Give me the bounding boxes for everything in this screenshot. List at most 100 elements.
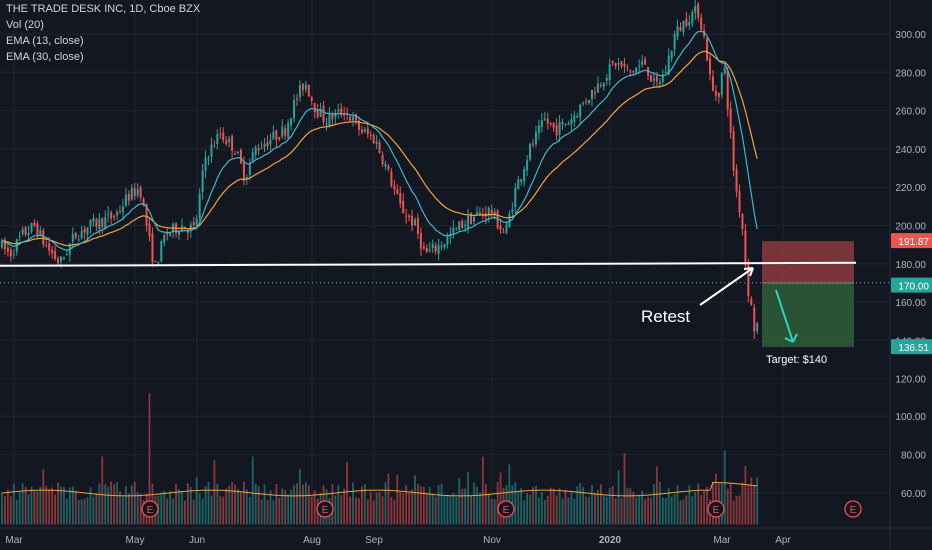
candle-body <box>27 233 30 236</box>
volume-bar <box>54 494 56 525</box>
volume-bar <box>225 488 228 525</box>
candle-body <box>281 126 284 137</box>
candle-body <box>511 209 514 212</box>
volume-bar <box>113 484 115 525</box>
volume-bar <box>204 486 207 525</box>
volume-bar <box>7 489 9 525</box>
candle-body <box>691 12 694 24</box>
volume-bar <box>644 499 646 525</box>
candle-body <box>540 120 543 128</box>
candle-body <box>234 153 237 155</box>
volume-bar <box>110 481 113 525</box>
candle-body <box>98 218 101 230</box>
volume-bar <box>21 483 24 525</box>
volume-tick-label: 60.00 <box>901 489 926 500</box>
candle-body <box>54 251 57 259</box>
candle-body <box>467 215 470 228</box>
candle-body <box>582 102 585 104</box>
volume-bar <box>626 487 629 525</box>
candle-body <box>416 218 419 234</box>
volume-bar <box>490 498 493 525</box>
volume-bar <box>422 486 425 525</box>
volume-bar <box>213 460 216 525</box>
volume-bar <box>331 484 334 525</box>
candle-body <box>110 212 113 219</box>
volume-bar <box>735 495 738 525</box>
volume-bar <box>661 497 664 525</box>
candle-body <box>216 133 219 144</box>
candle-body <box>552 122 555 128</box>
candle-body <box>744 230 747 266</box>
candle-body <box>310 97 313 101</box>
candle-body <box>414 219 416 226</box>
candle-body <box>369 135 372 137</box>
candle-body <box>443 244 446 248</box>
candle-body <box>124 194 127 206</box>
volume-bar <box>697 483 700 525</box>
volume-bar <box>369 492 372 525</box>
candle-body <box>741 214 744 229</box>
volume-bar <box>393 499 396 525</box>
volume-bar <box>355 497 357 525</box>
volume-bar <box>36 491 39 525</box>
badge-bg <box>891 233 932 249</box>
grid <box>0 0 890 520</box>
candle-body <box>473 216 475 222</box>
volume-bar <box>237 488 239 525</box>
volume-bar <box>130 485 133 525</box>
indicator-volume: Vol (20) <box>6 19 44 31</box>
candle-body <box>602 83 605 87</box>
volume-bar <box>116 481 118 525</box>
candle-body <box>313 102 316 113</box>
volume-bar <box>405 485 408 525</box>
candle-body <box>307 84 310 97</box>
volume-bar <box>514 482 517 525</box>
volume-bar <box>676 485 679 525</box>
volume-bar <box>431 494 434 525</box>
retest-label: Retest <box>641 307 690 326</box>
candle-body <box>549 122 552 125</box>
volume-bar <box>479 492 481 525</box>
candle-body <box>750 298 753 305</box>
candle-body <box>228 138 231 142</box>
volume-bar <box>387 473 390 525</box>
volume-bar <box>481 456 484 525</box>
volume-bar <box>240 492 242 525</box>
candle-body <box>239 149 242 164</box>
candle-body <box>148 223 151 237</box>
candle-body <box>431 243 434 249</box>
volume-bar <box>83 498 86 525</box>
volume-bar <box>281 488 284 525</box>
volume-bar <box>520 487 523 525</box>
y-tick-label: 240.00 <box>895 145 926 156</box>
candle-body <box>104 217 107 230</box>
retest-arrow <box>699 267 754 306</box>
volume-bar <box>189 486 192 525</box>
candle-body <box>514 187 517 207</box>
volume-bar <box>198 493 201 525</box>
volume-bar <box>396 474 399 525</box>
volume-bar <box>346 461 349 525</box>
volume-bar <box>119 491 121 525</box>
volume-bar <box>381 496 384 525</box>
candle-body <box>402 200 405 214</box>
candle-body <box>340 108 343 116</box>
support-line <box>0 261 857 267</box>
volume-bar <box>366 499 369 525</box>
candle-body <box>192 222 195 225</box>
candle-body <box>390 171 393 187</box>
candle-body <box>325 123 328 125</box>
candle-body <box>213 146 216 148</box>
volume-bar <box>629 488 632 525</box>
badge-label: 170.00 <box>898 282 929 293</box>
volume-bar <box>378 492 381 525</box>
candle-body <box>113 216 116 218</box>
candle-body <box>157 261 160 264</box>
candle-body <box>593 92 596 94</box>
candle-body <box>51 249 54 254</box>
volume-bar <box>184 500 186 525</box>
target-arrowhead <box>784 333 798 343</box>
candle-body <box>425 247 428 253</box>
candle-body <box>676 26 679 37</box>
